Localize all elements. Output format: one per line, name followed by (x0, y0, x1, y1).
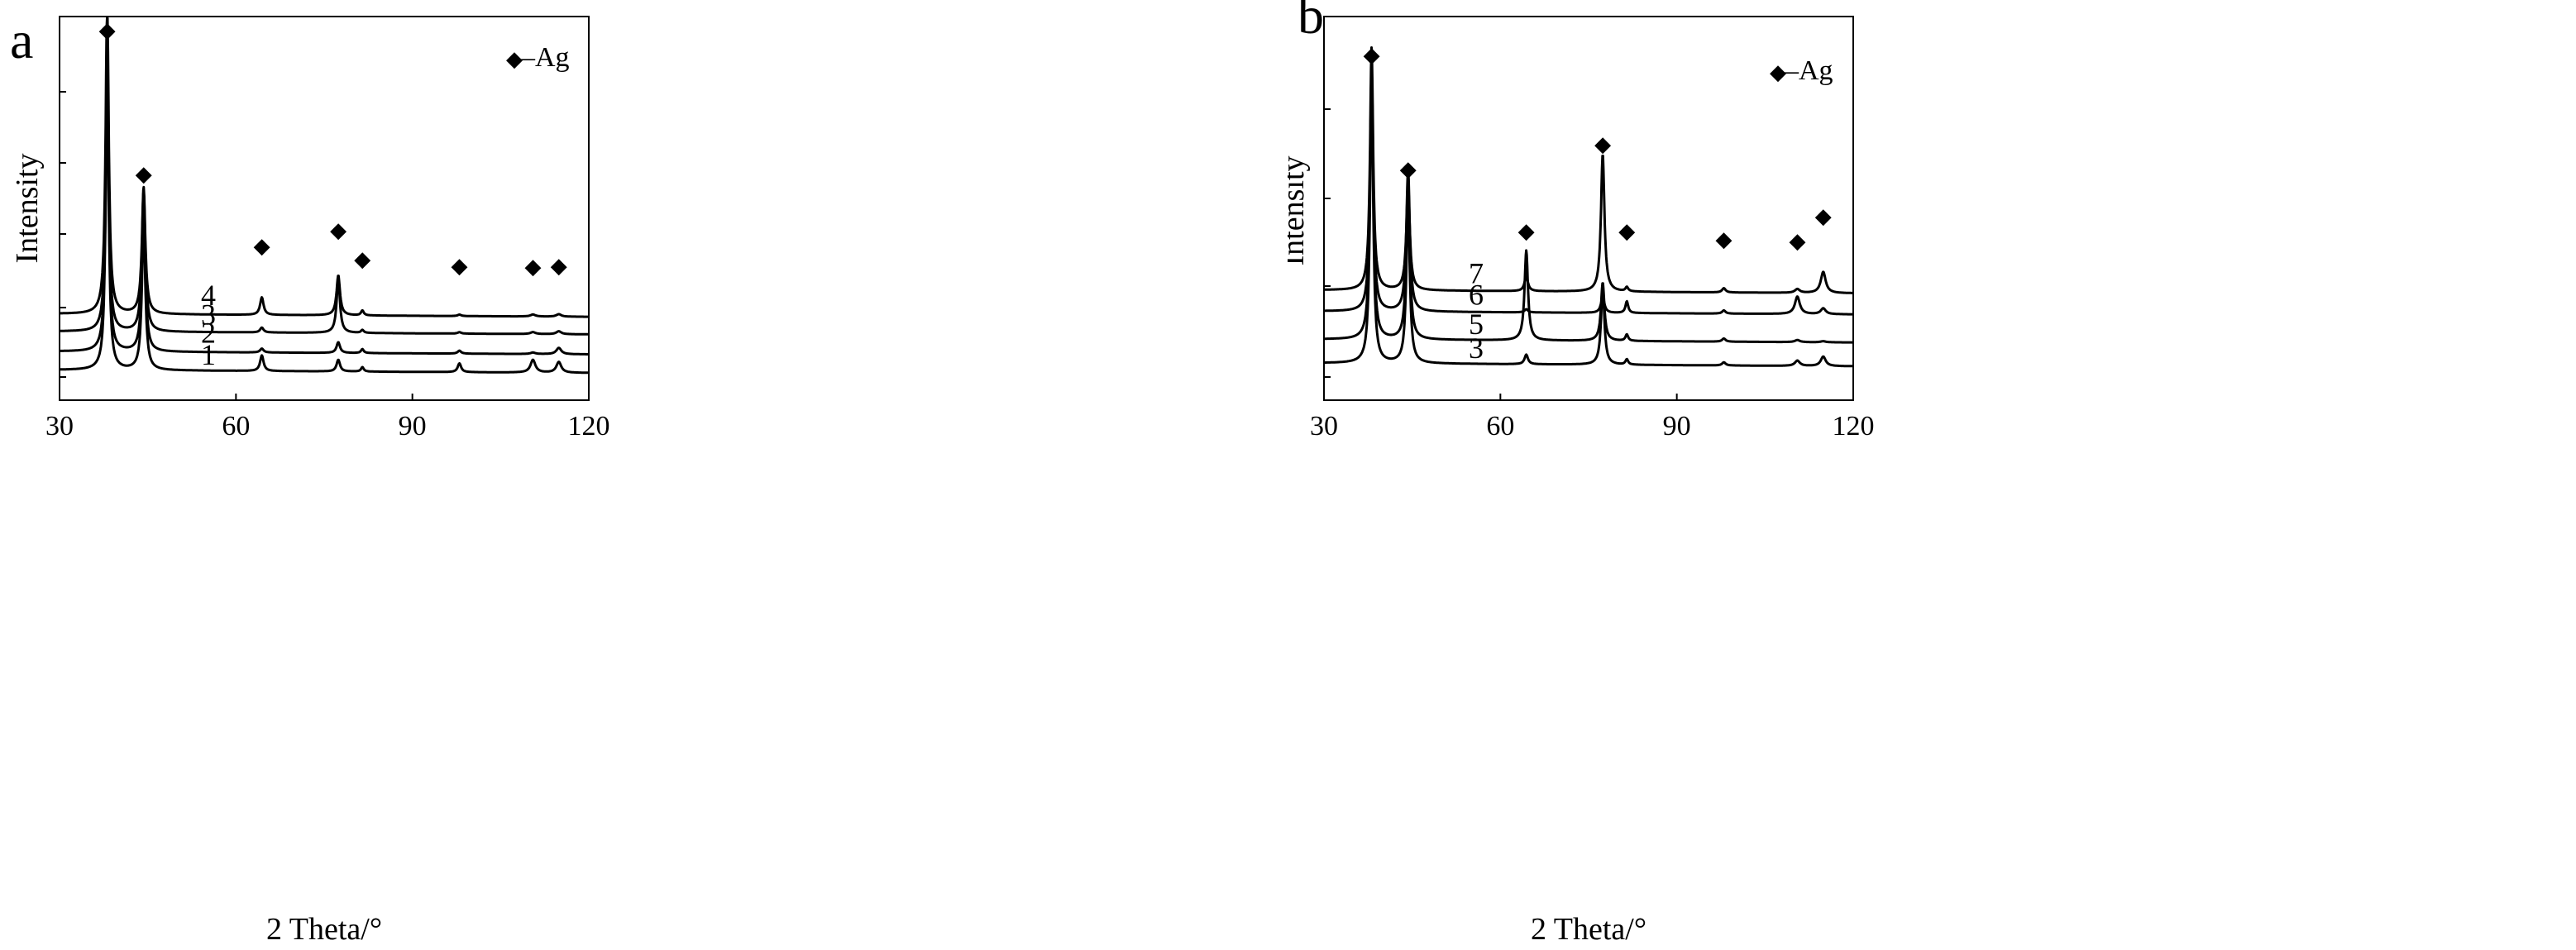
peak-marker: ◆ (354, 247, 370, 271)
peak-marker: ◆ (452, 254, 468, 278)
trace-label-6: 6 (1469, 278, 1484, 311)
x-tick-label: 30 (45, 411, 74, 442)
trace-5 (1323, 64, 1854, 344)
peak-marker: ◆ (1518, 219, 1535, 243)
peak-marker: ◆ (136, 162, 152, 186)
panel-a: a 30 60 90 120 1 2 3 4 ◆ ◆ ◆ ◆ ◆ ◆ ◆ ◆ ◆ –Ag 2 Theta/° … (10, 11, 610, 947)
plot-frame (59, 16, 590, 401)
peak-marker: ◆ (1364, 43, 1380, 67)
x-axis-label: 2 Theta/° (266, 912, 382, 947)
plot-frame (1323, 16, 1854, 401)
panel-letter-a: a (10, 11, 33, 69)
trace-2 (59, 83, 590, 356)
peak-marker: ◆ (99, 18, 116, 42)
trace-4 (59, 17, 590, 318)
x-tick-label: 60 (1486, 411, 1514, 442)
y-axis-label: Intensity (1288, 156, 1311, 266)
peak-marker: ◆ (1594, 132, 1611, 156)
peak-marker: ◆ (524, 255, 541, 279)
peak-marker: ◆ (1716, 227, 1732, 251)
x-tick-label: 120 (568, 411, 610, 442)
x-tick-label: 60 (222, 411, 250, 442)
peak-marker: ◆ (254, 234, 270, 258)
legend-text: –Ag (1784, 55, 1833, 86)
peak-marker: ◆ (1815, 204, 1832, 228)
trace-label-7: 7 (1469, 257, 1484, 290)
trace-label-1: 1 (201, 338, 216, 371)
peak-marker: ◆ (1789, 229, 1805, 253)
trace-label-4: 4 (201, 279, 216, 312)
trace-6 (1323, 67, 1854, 316)
peak-marker: ◆ (1400, 157, 1417, 181)
trace-3 (1323, 77, 1854, 368)
peak-marker: ◆ (330, 218, 346, 242)
peak-marker: ◆ (551, 254, 567, 278)
trace-label-5: 5 (1469, 308, 1484, 341)
x-axis-label: 2 Theta/° (1531, 912, 1646, 947)
x-tick-label: 120 (1833, 411, 1875, 442)
legend-marker: ◆ (1770, 60, 1786, 84)
x-tick-label: 90 (399, 411, 427, 442)
trace-7 (1323, 46, 1854, 294)
trace-3 (59, 72, 590, 336)
panel-letter-b: b (1298, 0, 1324, 45)
legend-marker: ◆ (506, 47, 523, 71)
x-tick-label: 90 (1663, 411, 1691, 442)
legend-text: –Ag (520, 42, 570, 73)
x-tick-label: 30 (1310, 411, 1338, 442)
panel-b: b 30 60 90 120 3 5 6 7 ◆ ◆ ◆ ◆ ◆ ◆ ◆ ◆ ◆ –Ag 2 Theta/° … (1288, 0, 2575, 950)
trace-1 (59, 86, 590, 375)
peak-marker: ◆ (1618, 219, 1635, 243)
y-axis-label: Intensity (10, 154, 45, 264)
